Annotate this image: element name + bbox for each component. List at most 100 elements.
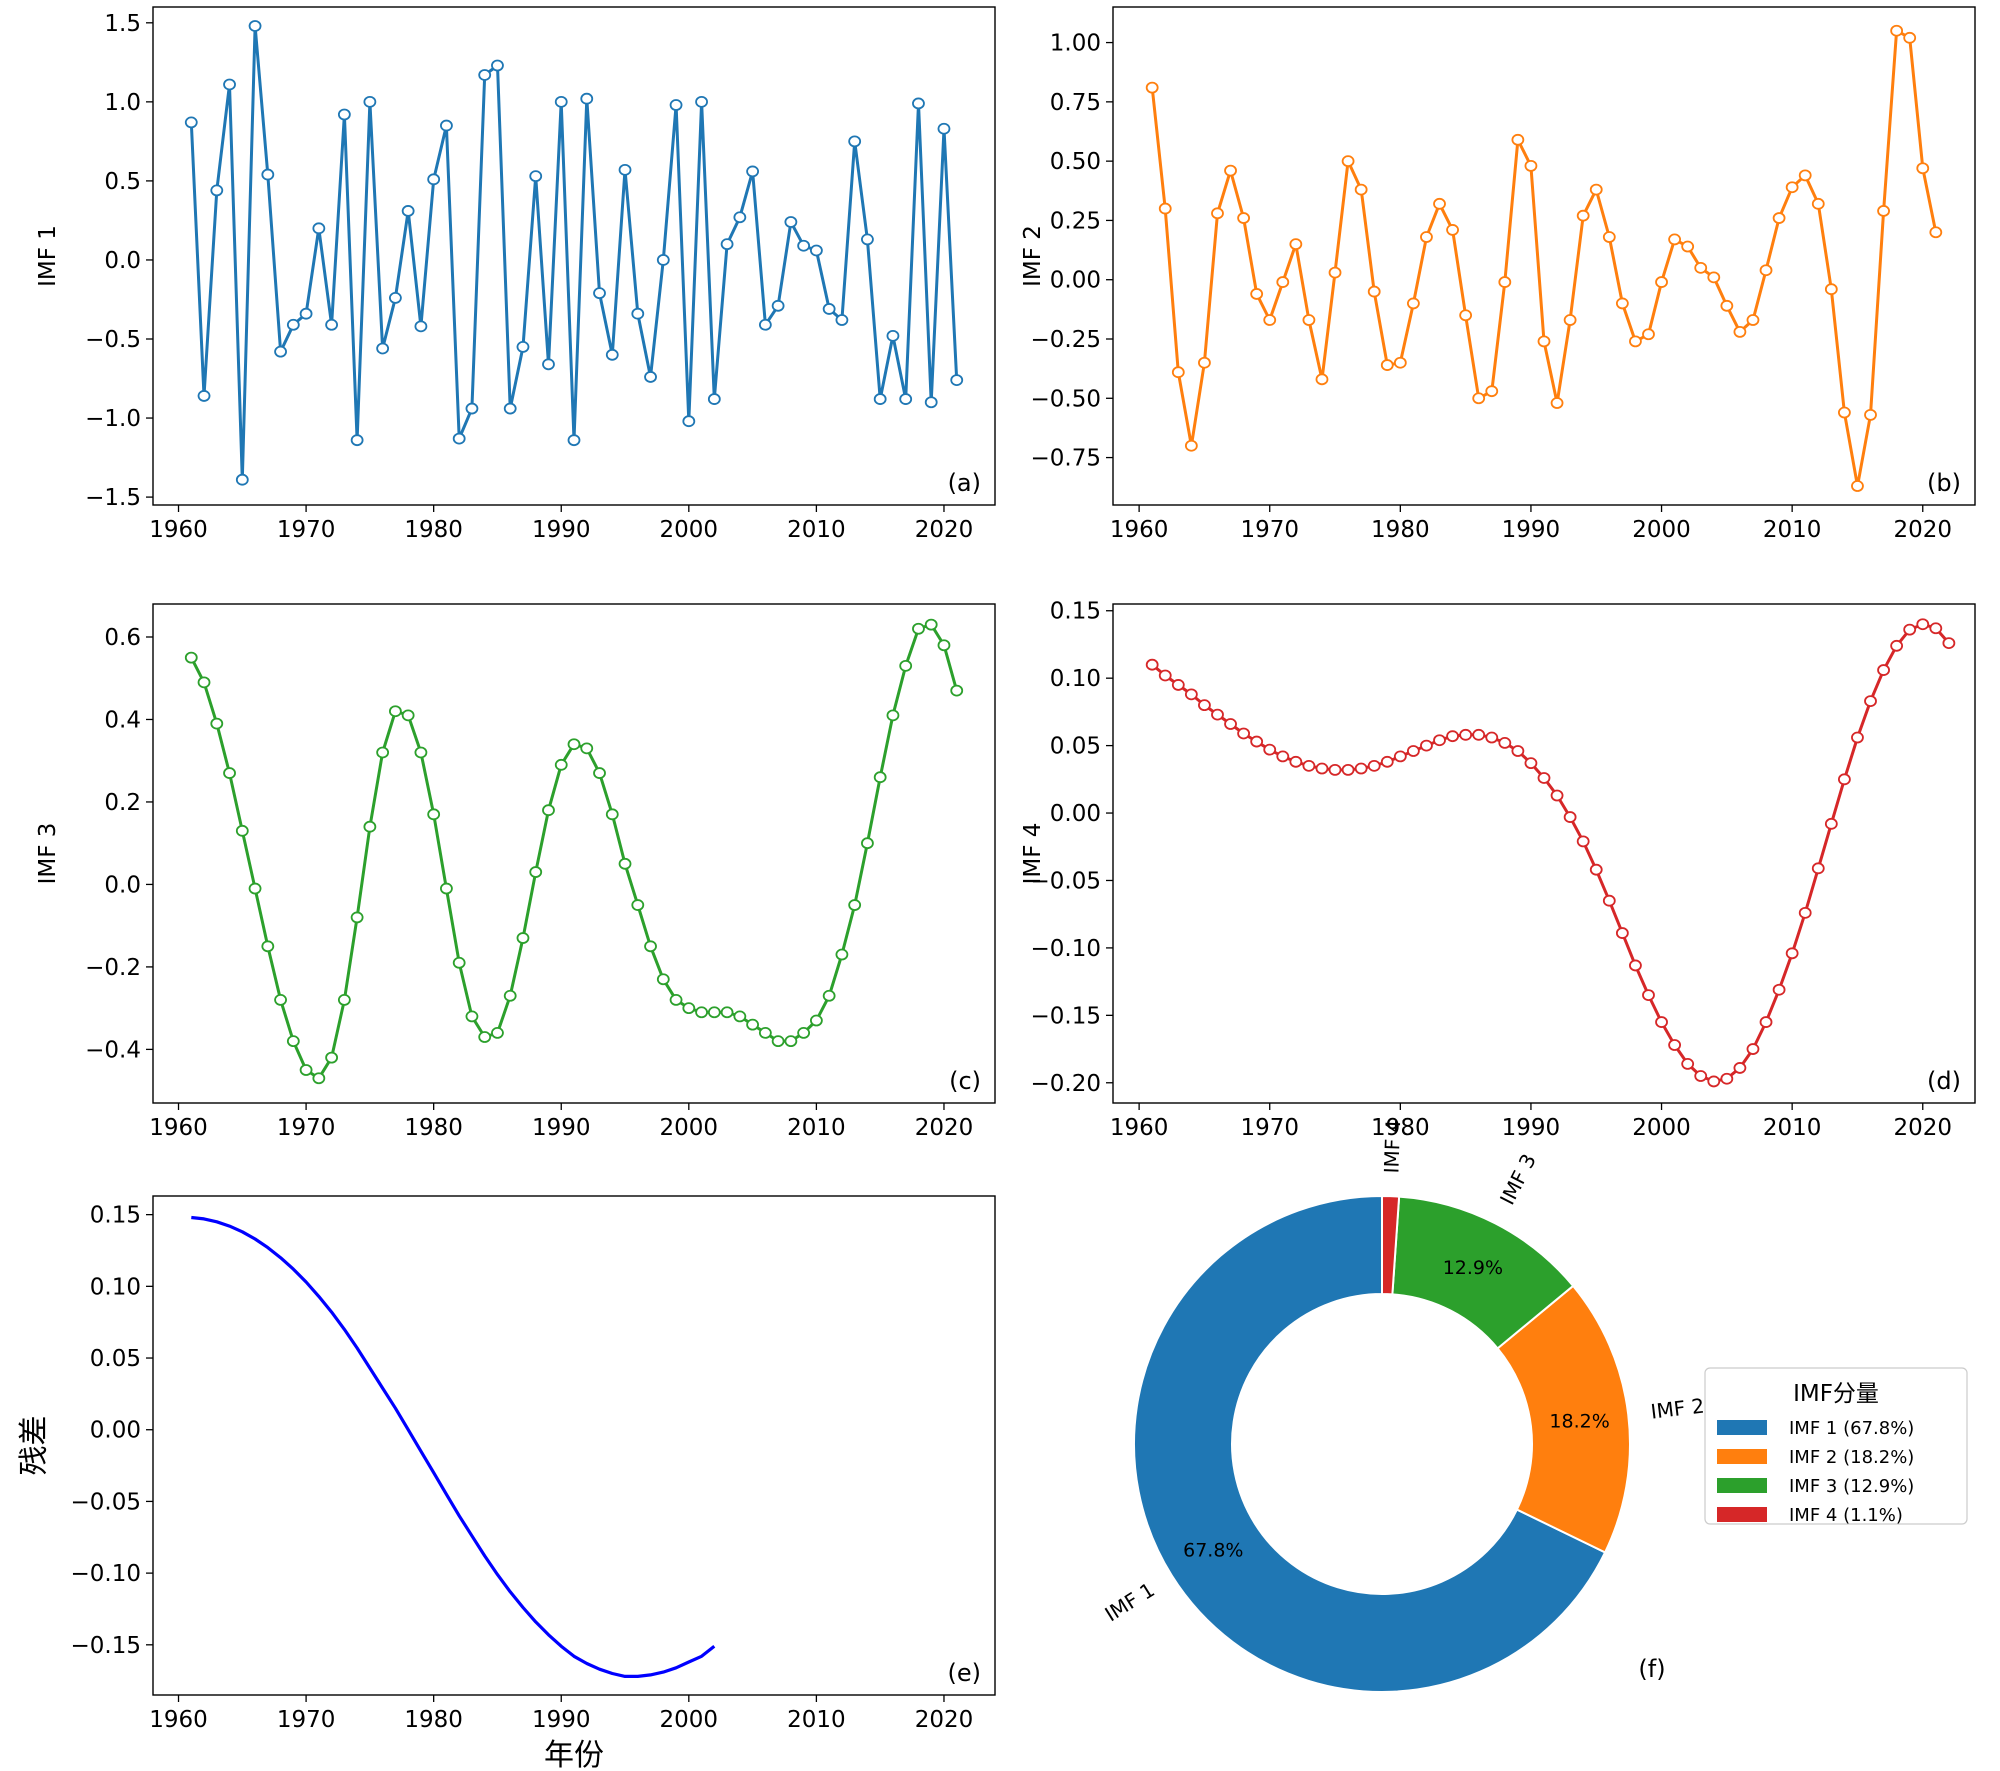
y-tick-label: 0.0 bbox=[104, 872, 141, 898]
y-axis-label: IMF 2 bbox=[1020, 225, 1046, 287]
data-point bbox=[274, 994, 287, 1006]
data-point bbox=[1785, 947, 1799, 960]
data-point bbox=[1824, 283, 1838, 296]
panel-label: (b) bbox=[1927, 469, 1961, 497]
y-tick-label: 0.00 bbox=[90, 1418, 141, 1444]
x-tick-label: 1960 bbox=[149, 517, 208, 543]
data-point bbox=[235, 473, 249, 486]
data-point bbox=[427, 173, 441, 186]
data-point bbox=[350, 434, 364, 447]
data-point bbox=[1250, 288, 1264, 300]
data-point bbox=[1916, 618, 1930, 631]
x-tick-label: 1980 bbox=[404, 517, 463, 543]
x-tick-label: 1990 bbox=[532, 1115, 591, 1141]
data-point bbox=[1615, 297, 1629, 310]
slice-percent-label: 67.8% bbox=[1183, 1540, 1243, 1562]
data-point bbox=[695, 95, 708, 108]
data-point bbox=[1681, 240, 1695, 253]
y-axis-label: 残差 bbox=[17, 1416, 52, 1476]
data-point bbox=[1759, 1016, 1773, 1028]
data-point bbox=[593, 767, 606, 779]
x-tick-label: 1970 bbox=[277, 1707, 336, 1733]
data-point bbox=[1733, 325, 1747, 338]
data-point bbox=[1393, 750, 1407, 763]
data-point bbox=[529, 170, 543, 183]
data-point bbox=[1354, 183, 1368, 196]
data-point bbox=[554, 758, 568, 771]
data-point bbox=[491, 1026, 504, 1039]
data-point bbox=[656, 254, 670, 266]
panel-label: (d) bbox=[1927, 1067, 1961, 1095]
x-tick-label: 2020 bbox=[915, 1707, 974, 1733]
data-point bbox=[912, 97, 925, 110]
data-point bbox=[746, 165, 760, 178]
data-point bbox=[312, 1072, 326, 1085]
y-tick-label: 0.15 bbox=[90, 1203, 141, 1229]
data-point bbox=[1864, 695, 1877, 708]
panel-label: (f) bbox=[1638, 1655, 1665, 1683]
data-point bbox=[644, 371, 657, 383]
data-point bbox=[631, 899, 645, 911]
data-point bbox=[401, 205, 415, 217]
series-line bbox=[189, 623, 959, 1080]
data-point bbox=[1903, 31, 1917, 44]
y-tick-label: −0.50 bbox=[1031, 386, 1101, 412]
data-point bbox=[631, 307, 645, 320]
data-point bbox=[376, 342, 390, 355]
x-tick-label: 2020 bbox=[915, 1115, 974, 1141]
data-point bbox=[1237, 212, 1251, 224]
data-point bbox=[210, 184, 224, 197]
data-point bbox=[197, 390, 211, 402]
legend-swatch bbox=[1717, 1507, 1767, 1522]
data-point bbox=[1328, 763, 1342, 776]
data-point bbox=[1629, 959, 1642, 972]
data-point bbox=[937, 639, 951, 652]
x-tick-label: 1970 bbox=[1240, 1115, 1299, 1141]
data-point bbox=[1707, 1075, 1721, 1088]
data-point bbox=[580, 92, 594, 105]
plot-frame bbox=[152, 1195, 996, 1696]
series-line bbox=[191, 1215, 716, 1679]
data-point bbox=[1459, 309, 1473, 322]
data-point bbox=[1707, 271, 1721, 284]
data-point bbox=[1929, 226, 1943, 239]
slice-category-label: IMF 2 bbox=[1649, 1393, 1705, 1423]
x-tick-label: 2000 bbox=[1632, 517, 1691, 543]
data-point bbox=[809, 244, 823, 257]
y-tick-label: 0.25 bbox=[1050, 208, 1101, 234]
data-point bbox=[1485, 385, 1499, 398]
data-point bbox=[1498, 276, 1512, 288]
data-point bbox=[1929, 622, 1943, 635]
data-point bbox=[223, 78, 236, 91]
data-point bbox=[937, 122, 951, 135]
data-point bbox=[440, 882, 453, 895]
x-tick-label: 2010 bbox=[787, 517, 846, 543]
data-point bbox=[542, 358, 555, 371]
data-point bbox=[1433, 734, 1446, 747]
data-point bbox=[1511, 133, 1525, 146]
y-tick-label: 0.00 bbox=[1050, 801, 1101, 827]
data-point bbox=[1171, 366, 1185, 379]
data-point bbox=[1746, 1043, 1760, 1055]
data-point bbox=[1420, 231, 1433, 243]
data-point bbox=[465, 402, 479, 415]
data-point bbox=[388, 705, 402, 718]
data-point bbox=[299, 1064, 313, 1076]
data-point bbox=[707, 1006, 721, 1019]
series-line bbox=[189, 24, 959, 482]
data-point bbox=[1420, 739, 1433, 752]
legend-swatch bbox=[1717, 1449, 1767, 1464]
x-tick-label: 2010 bbox=[1763, 1115, 1822, 1141]
data-point bbox=[312, 222, 326, 235]
data-point bbox=[771, 299, 785, 312]
data-point bbox=[1824, 817, 1838, 830]
plot-frame bbox=[152, 6, 996, 506]
data-point bbox=[950, 374, 964, 387]
data-point bbox=[1733, 1062, 1747, 1074]
data-point bbox=[184, 116, 198, 129]
plot-frame bbox=[1112, 6, 1976, 506]
data-point bbox=[1589, 863, 1603, 876]
data-point bbox=[1694, 261, 1708, 274]
data-point bbox=[1785, 181, 1799, 194]
